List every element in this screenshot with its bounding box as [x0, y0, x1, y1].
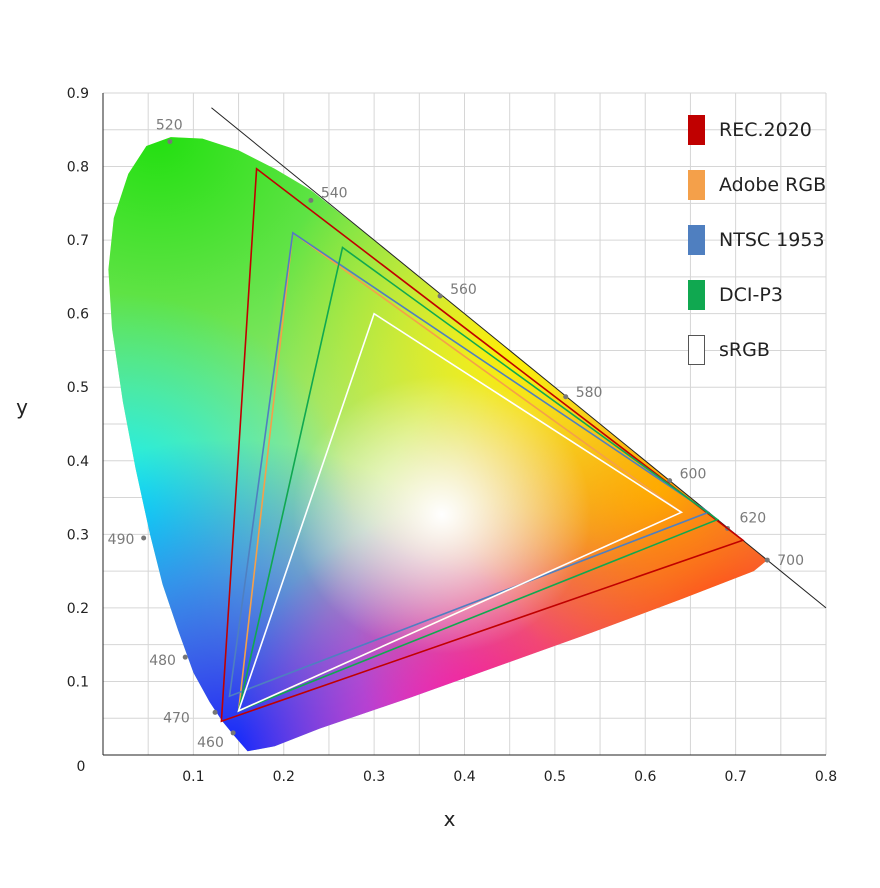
legend-swatch-adobe-rgb	[688, 170, 705, 200]
y-tick-label-0.5: 0.5	[67, 380, 89, 396]
legend-item-rec2020: REC.2020	[688, 112, 868, 148]
wavelength-dot-490	[141, 535, 147, 541]
wavelength-label-700: 700	[777, 553, 804, 569]
y-tick-label-0.2: 0.2	[67, 601, 89, 617]
wavelength-label-560: 560	[450, 282, 477, 298]
y-tick-label-0.6: 0.6	[67, 307, 89, 323]
origin-tick-label: 0	[77, 759, 86, 775]
x-tick-label-0.7: 0.7	[724, 769, 746, 785]
wavelength-label-520: 520	[156, 118, 183, 134]
y-tick-label-0.9: 0.9	[67, 86, 89, 102]
tick-labels: 0.1 0.2 0.3 0.4 0.5 0.6 0.7 0.8 0.1 0.2 0.3 0.4 0.5 0…	[67, 86, 837, 785]
y-tick-label-0.1: 0.1	[67, 674, 89, 690]
gamut-triangle-srgb	[237, 312, 684, 713]
gamut-gradient-layer	[108, 137, 768, 752]
wavelength-dot-600	[667, 478, 673, 484]
wavelength-label-600: 600	[680, 467, 707, 483]
wavelength-label-540: 540	[321, 185, 348, 201]
legend-item-dci-p3: DCI-P3	[688, 277, 868, 313]
legend-item-ntsc-1953: NTSC 1953	[688, 222, 868, 258]
x-tick-label-0.2: 0.2	[273, 769, 295, 785]
y-tick-label-0.3: 0.3	[67, 527, 89, 543]
wavelength-label-460: 460	[197, 735, 224, 751]
wavelength-label-620: 620	[739, 510, 766, 526]
wavelength-dot-470	[212, 709, 218, 715]
legend-item-srgb: sRGB	[688, 332, 868, 368]
legend-label-adobe-rgb: Adobe RGB	[719, 174, 827, 196]
x-tick-label-0.6: 0.6	[634, 769, 656, 785]
gamut-triangle-dci-p3	[237, 246, 720, 713]
legend-swatch-ntsc-1953	[688, 225, 705, 255]
x-tick-label-0.3: 0.3	[363, 769, 385, 785]
wavelength-label-470: 470	[163, 710, 190, 726]
legend-label-dci-p3: DCI-P3	[719, 284, 783, 306]
legend-swatch-dci-p3	[688, 280, 705, 310]
y-tick-label-0.8: 0.8	[67, 160, 89, 176]
legend-label-srgb: sRGB	[719, 339, 770, 361]
wavelength-dot-560	[437, 293, 443, 299]
x-tick-label-0.1: 0.1	[182, 769, 204, 785]
y-tick-label-0.7: 0.7	[67, 233, 89, 249]
x-tick-label-0.5: 0.5	[544, 769, 566, 785]
wavelength-dot-520	[167, 139, 173, 145]
axes	[102, 93, 826, 756]
gamut-triangles	[220, 167, 745, 723]
y-axis-title: y	[16, 395, 28, 419]
x-tick-label-0.8: 0.8	[815, 769, 837, 785]
wavelength-dot-580	[563, 394, 569, 400]
legend-swatch-srgb	[688, 335, 705, 365]
wavelength-label-480: 480	[149, 653, 176, 669]
color-gamut-fill	[108, 137, 768, 752]
wavelength-dot-700	[764, 557, 770, 563]
legend: REC.2020 Adobe RGB NTSC 1953 DCI-P3 sRGB	[688, 112, 868, 387]
legend-item-adobe-rgb: Adobe RGB	[688, 167, 868, 203]
legend-label-ntsc-1953: NTSC 1953	[719, 229, 825, 251]
gamut-triangle-ntsc-1953	[228, 231, 711, 698]
wavelength-label-580: 580	[576, 385, 603, 401]
wavelength-dot-480	[182, 654, 188, 660]
legend-label-rec2020: REC.2020	[719, 119, 812, 141]
wavelength-dot-460	[230, 730, 236, 736]
legend-swatch-rec2020	[688, 115, 705, 145]
y-tick-label-0.4: 0.4	[67, 454, 89, 470]
wavelength-label-490: 490	[108, 532, 135, 548]
gamut-triangle-rec-2020	[220, 167, 745, 723]
x-tick-label-0.4: 0.4	[453, 769, 475, 785]
wavelength-dot-540	[308, 197, 314, 203]
x-axis-title: x	[444, 807, 456, 831]
